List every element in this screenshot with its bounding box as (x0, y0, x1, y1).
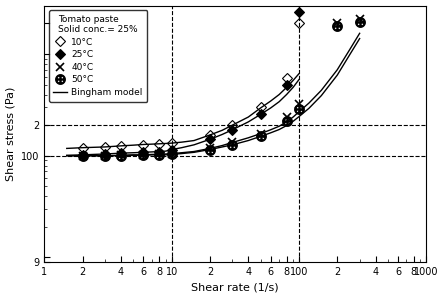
50°C (296, 107, 301, 111)
10°C (80, 146, 85, 150)
50°C (258, 135, 263, 138)
40°C (118, 153, 123, 157)
10°C (207, 133, 213, 137)
40°C (230, 141, 235, 144)
40°C (335, 22, 340, 25)
10°C (103, 145, 108, 149)
50°C (335, 24, 340, 27)
50°C (207, 148, 213, 151)
25°C (118, 151, 123, 155)
10°C (284, 76, 289, 80)
25°C (284, 83, 289, 86)
50°C (157, 153, 162, 157)
Y-axis label: Shear stress (Pa): Shear stress (Pa) (6, 87, 16, 181)
50°C (357, 21, 362, 24)
40°C (284, 115, 289, 119)
40°C (207, 147, 213, 150)
Legend: 10°C, 25°C, 40°C, 50°C, Bingham model: 10°C, 25°C, 40°C, 50°C, Bingham model (49, 10, 147, 102)
40°C (157, 153, 162, 156)
50°C (118, 154, 123, 158)
10°C (118, 144, 123, 148)
25°C (207, 137, 213, 141)
Line: 50°C: 50°C (78, 18, 365, 161)
25°C (296, 10, 301, 14)
Line: 10°C: 10°C (79, 20, 302, 151)
Line: 25°C: 25°C (79, 8, 302, 158)
40°C (103, 154, 108, 158)
10°C (141, 143, 146, 147)
X-axis label: Shear rate (1/s): Shear rate (1/s) (191, 283, 279, 292)
40°C (80, 154, 85, 158)
40°C (169, 152, 174, 155)
10°C (157, 142, 162, 146)
Line: 40°C: 40°C (79, 15, 364, 160)
40°C (258, 132, 263, 135)
25°C (230, 128, 235, 131)
25°C (157, 150, 162, 153)
50°C (103, 154, 108, 158)
25°C (169, 148, 174, 151)
25°C (141, 150, 146, 154)
25°C (103, 152, 108, 156)
10°C (169, 141, 174, 145)
10°C (296, 22, 301, 25)
40°C (296, 103, 301, 106)
25°C (258, 112, 263, 115)
50°C (169, 153, 174, 156)
10°C (258, 105, 263, 109)
40°C (141, 153, 146, 157)
40°C (357, 18, 362, 21)
50°C (284, 119, 289, 123)
50°C (80, 154, 85, 158)
25°C (80, 153, 85, 157)
50°C (230, 143, 235, 147)
50°C (141, 153, 146, 157)
10°C (230, 123, 235, 127)
